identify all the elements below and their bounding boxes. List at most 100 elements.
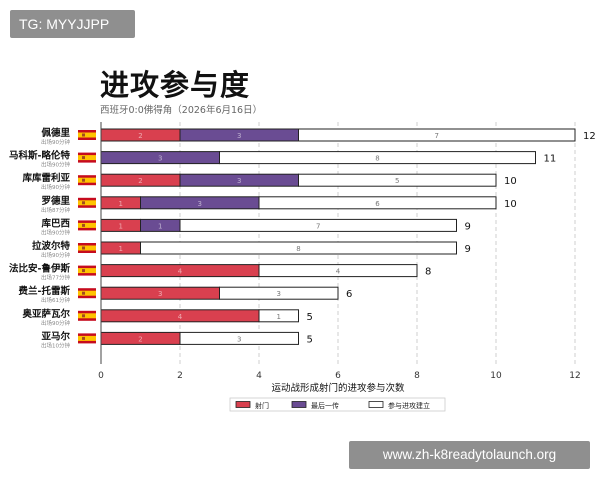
total-value-label: 10 bbox=[504, 199, 517, 210]
player-name: 库库雷利亚 bbox=[21, 172, 70, 184]
bar-segment bbox=[258, 309, 299, 323]
spain-flag-stripe bbox=[78, 268, 96, 274]
segment-value-label: 3 bbox=[237, 335, 241, 343]
segment-value-label: 7 bbox=[435, 132, 439, 140]
segment-value-label: 5 bbox=[395, 177, 399, 185]
spain-flag-emblem bbox=[82, 201, 85, 205]
website-badge: www.zh-k8readytolaunch.org bbox=[349, 441, 590, 469]
spain-flag-stripe bbox=[78, 177, 96, 183]
segment-value-label: 2 bbox=[138, 335, 142, 343]
x-axis-label: 运动战形成射门的进攻参与次数 bbox=[271, 382, 405, 394]
legend-label: 最后一传 bbox=[311, 401, 339, 410]
total-value-label: 6 bbox=[346, 289, 352, 300]
player-name: 库巴西 bbox=[40, 217, 70, 229]
spain-flag-emblem bbox=[82, 246, 85, 250]
spain-flag-emblem bbox=[82, 156, 85, 160]
player-name: 罗德里 bbox=[41, 195, 70, 207]
segment-value-label: 2 bbox=[138, 177, 142, 185]
total-value-label: 9 bbox=[465, 221, 471, 232]
spain-flag-stripe bbox=[78, 313, 96, 319]
spain-flag-stripe bbox=[78, 290, 96, 296]
segment-value-label: 6 bbox=[375, 200, 380, 208]
spain-flag-emblem bbox=[82, 291, 85, 295]
player-minutes: 出场90分钟 bbox=[41, 251, 70, 259]
legend-swatch bbox=[368, 401, 384, 408]
chart-title: 进攻参与度 bbox=[100, 68, 251, 102]
bar-segment bbox=[219, 286, 339, 300]
bar-segment bbox=[179, 331, 299, 345]
player-minutes: 出场90分钟 bbox=[41, 228, 70, 236]
spain-flag-emblem bbox=[82, 314, 85, 318]
tg-badge: TG: MYYJJPP bbox=[10, 10, 135, 38]
segment-value-label: 3 bbox=[277, 290, 281, 298]
player-name: 亚马尔 bbox=[41, 330, 70, 342]
spain-flag-stripe bbox=[78, 335, 96, 341]
segment-value-label: 1 bbox=[119, 200, 123, 208]
spain-flag-emblem bbox=[82, 336, 85, 340]
total-value-label: 8 bbox=[425, 267, 431, 278]
total-value-label: 12 bbox=[583, 131, 596, 142]
bar-segment bbox=[298, 173, 497, 187]
legend-swatch bbox=[291, 401, 307, 408]
segment-value-label: 8 bbox=[296, 245, 300, 253]
segment-value-label: 3 bbox=[237, 177, 241, 185]
x-tick-label: 6 bbox=[335, 371, 341, 381]
total-value-label: 10 bbox=[504, 176, 517, 187]
player-minutes: 出场77分钟 bbox=[41, 274, 70, 282]
bar-segment bbox=[258, 264, 418, 278]
player-name: 奥亚萨瓦尔 bbox=[21, 308, 70, 320]
player-minutes: 出场90分钟 bbox=[41, 138, 70, 146]
segment-value-label: 1 bbox=[119, 222, 123, 230]
spain-flag-stripe bbox=[78, 155, 96, 161]
x-tick-label: 12 bbox=[569, 371, 580, 381]
total-value-label: 5 bbox=[307, 312, 313, 323]
x-tick-label: 0 bbox=[98, 371, 104, 381]
total-value-label: 5 bbox=[307, 334, 313, 345]
segment-value-label: 7 bbox=[316, 222, 320, 230]
total-value-label: 11 bbox=[544, 154, 557, 165]
bar-segment bbox=[298, 128, 576, 142]
bar-segment bbox=[219, 151, 536, 165]
x-tick-label: 4 bbox=[256, 371, 262, 381]
segment-value-label: 2 bbox=[138, 132, 142, 140]
player-name: 费兰-托雷斯 bbox=[19, 285, 71, 297]
spain-flag-stripe bbox=[78, 132, 96, 138]
segment-value-label: 3 bbox=[198, 200, 202, 208]
segment-value-label: 1 bbox=[158, 222, 162, 230]
player-minutes: 出场90分钟 bbox=[41, 319, 70, 327]
segment-value-label: 4 bbox=[178, 268, 183, 276]
spain-flag-emblem bbox=[82, 133, 85, 137]
legend-label: 射门 bbox=[255, 401, 269, 410]
player-name: 佩德里 bbox=[41, 127, 70, 139]
segment-value-label: 4 bbox=[336, 268, 341, 276]
player-name: 马科斯-略伦特 bbox=[9, 150, 70, 162]
segment-value-label: 3 bbox=[158, 155, 162, 163]
player-minutes: 出场10分钟 bbox=[41, 341, 70, 349]
spain-flag-emblem bbox=[82, 269, 85, 273]
spain-flag-emblem bbox=[82, 178, 85, 182]
bar-segment bbox=[179, 218, 457, 232]
player-name: 拉波尔特 bbox=[32, 240, 71, 252]
legend-box bbox=[229, 397, 446, 412]
segment-value-label: 4 bbox=[178, 313, 183, 321]
player-minutes: 出场90分钟 bbox=[41, 161, 70, 169]
bar-segment bbox=[258, 196, 497, 210]
spain-flag-stripe bbox=[78, 245, 96, 251]
player-minutes: 出场61分钟 bbox=[41, 296, 70, 304]
segment-value-label: 8 bbox=[375, 155, 379, 163]
spain-flag-emblem bbox=[82, 223, 85, 227]
segment-value-label: 1 bbox=[119, 245, 123, 253]
x-tick-label: 8 bbox=[414, 371, 420, 381]
spain-flag-stripe bbox=[78, 222, 96, 228]
segment-value-label: 3 bbox=[158, 290, 162, 298]
legend-label: 参与进攻建立 bbox=[388, 401, 430, 410]
spain-flag-stripe bbox=[78, 200, 96, 206]
total-value-label: 9 bbox=[465, 244, 471, 255]
legend-swatch bbox=[235, 401, 251, 408]
segment-value-label: 1 bbox=[277, 313, 281, 321]
player-minutes: 出场90分钟 bbox=[41, 183, 70, 191]
player-name: 法比安-鲁伊斯 bbox=[9, 263, 70, 275]
x-tick-label: 10 bbox=[490, 371, 502, 381]
segment-value-label: 3 bbox=[237, 132, 241, 140]
